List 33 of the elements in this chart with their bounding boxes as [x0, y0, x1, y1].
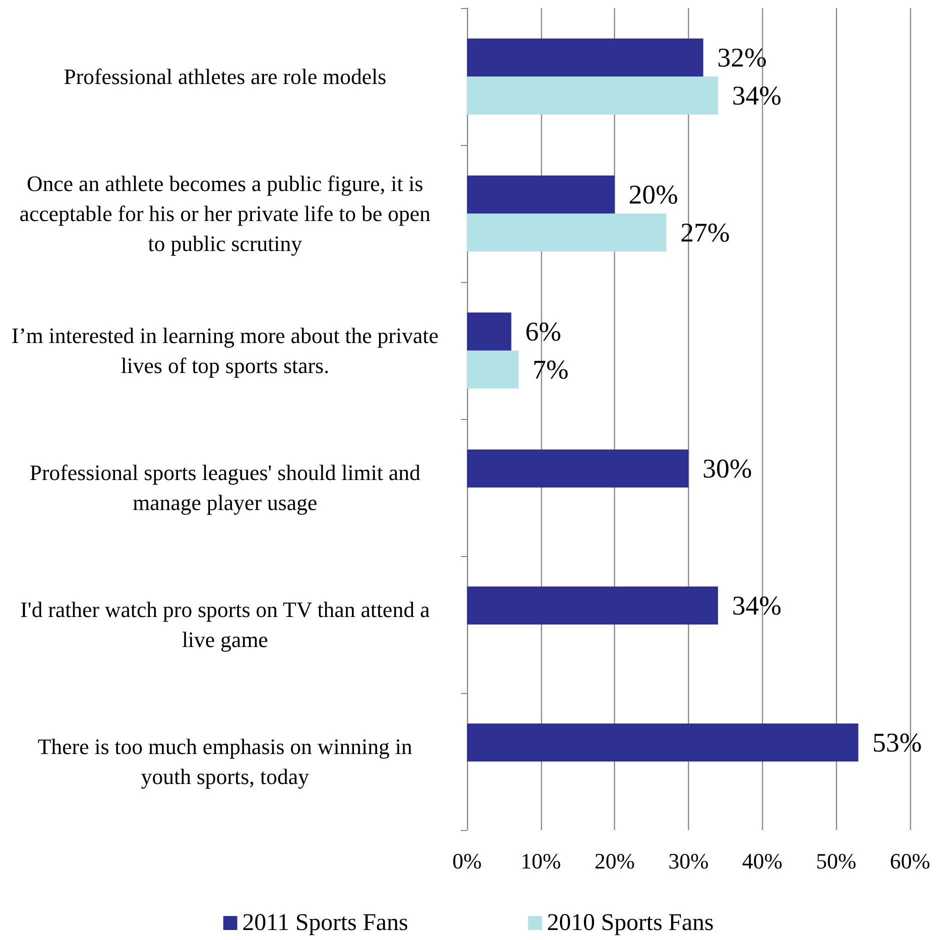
- bar: [467, 214, 666, 252]
- x-tick-label: 10%: [520, 848, 561, 874]
- bar: [467, 38, 704, 76]
- y-tick-label: Once an athlete becomes a public figure, it is acceptable for his or her private life to be open to public scrutiny: [19, 171, 431, 256]
- data-label: 27%: [680, 218, 730, 248]
- bar: [467, 312, 512, 350]
- x-tick-label: 20%: [594, 848, 635, 874]
- y-tick-label: Professional athletes are role models: [64, 64, 386, 89]
- data-label: 34%: [732, 80, 782, 110]
- data-label: 6%: [525, 316, 562, 346]
- data-label: 20%: [628, 180, 678, 210]
- x-tick-label: 0%: [452, 848, 482, 874]
- x-tick-label: 40%: [742, 848, 782, 874]
- bar: [467, 76, 718, 114]
- x-tick-label: 30%: [668, 848, 709, 874]
- y-tick-label: I'd rather watch pro sports on TV than attend a live game: [20, 597, 430, 652]
- x-tick-label: 60%: [890, 848, 930, 874]
- y-tick-label: There is too much emphasis on winning in youth sports, today: [38, 734, 412, 789]
- bar: [467, 450, 688, 488]
- data-label: 32%: [717, 42, 767, 72]
- y-tick-label: Professional sports leagues' should limit and manage player usage: [30, 460, 420, 515]
- bar: [467, 176, 615, 214]
- data-label: 7%: [532, 354, 569, 384]
- y-tick-label: I’m interested in learning more about the private lives of top sports stars.: [11, 323, 439, 378]
- bar: [467, 350, 519, 388]
- data-label: 34%: [732, 590, 782, 620]
- data-label: 30%: [702, 454, 752, 484]
- legend-label: 2011 Sports Fans: [242, 910, 408, 936]
- x-tick-label: 50%: [816, 848, 856, 874]
- bar: [467, 586, 718, 624]
- bar: [467, 724, 858, 762]
- data-label: 53%: [872, 728, 922, 758]
- legend-label: 2010 Sports Fans: [547, 910, 714, 936]
